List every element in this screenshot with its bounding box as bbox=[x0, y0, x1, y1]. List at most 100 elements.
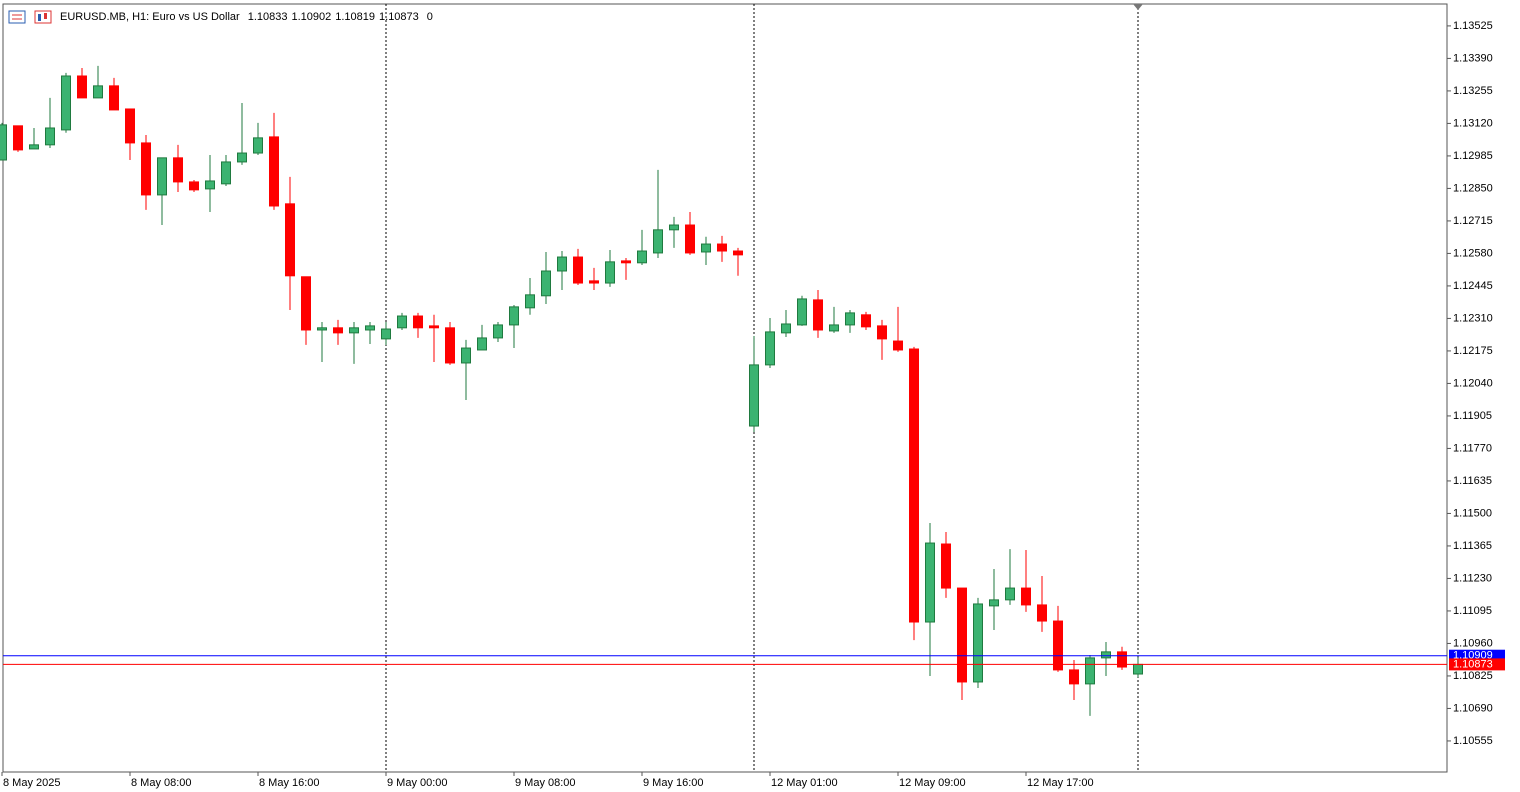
candle-body bbox=[1053, 620, 1063, 671]
candle-body bbox=[173, 157, 183, 183]
x-tick-label: 12 May 09:00 bbox=[899, 777, 966, 789]
y-tick-label: 1.12445 bbox=[1453, 280, 1493, 292]
y-tick-label: 1.11095 bbox=[1453, 605, 1492, 617]
candle-body bbox=[1005, 587, 1015, 601]
y-tick-label: 1.11230 bbox=[1453, 572, 1492, 584]
candle-body bbox=[269, 136, 279, 207]
candle-body bbox=[637, 250, 647, 264]
candle-body bbox=[221, 161, 231, 185]
price-label: 1.10873 bbox=[1453, 658, 1493, 670]
candle-body bbox=[829, 324, 839, 332]
candle-body bbox=[653, 229, 663, 254]
candle-body bbox=[189, 181, 199, 191]
candle-body bbox=[525, 294, 535, 309]
candle-body bbox=[285, 203, 295, 277]
candle-body bbox=[477, 337, 487, 351]
candle-body bbox=[157, 157, 167, 196]
header-icons bbox=[8, 10, 52, 24]
candle-body bbox=[797, 298, 807, 326]
candle-body bbox=[93, 85, 103, 99]
candle-body bbox=[45, 127, 55, 146]
candle-body bbox=[1133, 663, 1143, 675]
x-tick-label: 8 May 2025 bbox=[3, 777, 60, 789]
candle-body bbox=[957, 587, 967, 683]
candle-body bbox=[365, 325, 375, 331]
y-tick-label: 1.13255 bbox=[1453, 85, 1493, 97]
candle-body bbox=[125, 108, 135, 144]
candle-body bbox=[973, 603, 983, 683]
y-tick-label: 1.10555 bbox=[1453, 735, 1493, 747]
candle-body bbox=[557, 256, 567, 272]
candle-body bbox=[237, 152, 247, 163]
candle-body bbox=[109, 85, 119, 111]
header-open: 1.10833 bbox=[248, 11, 288, 23]
icon-bar bbox=[38, 14, 41, 21]
y-tick-label: 1.12040 bbox=[1453, 377, 1493, 389]
candle-body bbox=[141, 142, 151, 196]
icon-bar bbox=[44, 13, 47, 19]
candle-body bbox=[1117, 651, 1127, 668]
x-tick-label: 9 May 00:00 bbox=[387, 777, 448, 789]
x-tick-label: 8 May 16:00 bbox=[259, 777, 320, 789]
y-tick-label: 1.12310 bbox=[1453, 312, 1493, 324]
candle-body bbox=[349, 327, 359, 334]
candle-body bbox=[0, 124, 7, 161]
candle-body bbox=[717, 243, 727, 252]
candle-body bbox=[925, 542, 935, 623]
candle-body bbox=[685, 224, 695, 254]
header-low: 1.10819 bbox=[335, 11, 375, 23]
y-tick-label: 1.12175 bbox=[1453, 345, 1493, 357]
candle-body bbox=[13, 125, 23, 151]
price-label-box bbox=[1449, 658, 1505, 671]
candle-body bbox=[1085, 657, 1095, 685]
candle-body bbox=[445, 327, 455, 364]
shift-marker bbox=[1133, 4, 1143, 10]
y-tick-label: 1.10960 bbox=[1453, 637, 1493, 649]
candle-body bbox=[317, 327, 327, 331]
candle-body bbox=[861, 314, 871, 328]
candle-body bbox=[205, 180, 215, 190]
y-tick-label: 1.13390 bbox=[1453, 52, 1493, 64]
y-tick-label: 1.10690 bbox=[1453, 702, 1493, 714]
candle-body bbox=[493, 324, 503, 339]
candle-body bbox=[333, 327, 343, 334]
y-tick-label: 1.13120 bbox=[1453, 117, 1493, 129]
candle-body bbox=[749, 364, 759, 427]
candle-body bbox=[605, 261, 615, 284]
candle-body bbox=[541, 270, 551, 297]
y-tick-label: 1.11635 bbox=[1453, 475, 1492, 487]
y-tick-label: 1.12850 bbox=[1453, 182, 1493, 194]
candle-body bbox=[413, 315, 423, 329]
chart-title: EURUSD.MB, H1: Euro vs US Dollar bbox=[60, 11, 240, 23]
candle-body bbox=[845, 312, 855, 326]
y-tick-label: 1.12715 bbox=[1453, 215, 1493, 227]
y-tick-label: 1.11905 bbox=[1453, 410, 1492, 422]
candle-body bbox=[253, 137, 263, 154]
candle-body bbox=[29, 144, 39, 150]
y-tick-label: 1.12985 bbox=[1453, 150, 1493, 162]
candle-body bbox=[509, 306, 519, 326]
candle-body bbox=[1037, 604, 1047, 622]
candle-body bbox=[813, 299, 823, 331]
x-tick-label: 12 May 17:00 bbox=[1027, 777, 1094, 789]
icon-chart[interactable] bbox=[34, 10, 52, 24]
candle-body bbox=[989, 599, 999, 607]
candle-body bbox=[1021, 587, 1031, 606]
x-tick-label: 9 May 08:00 bbox=[515, 777, 576, 789]
icon-menu[interactable] bbox=[8, 10, 26, 24]
candle-body bbox=[909, 348, 919, 623]
candle-body bbox=[589, 280, 599, 284]
candle-body bbox=[765, 331, 775, 366]
candle-body bbox=[701, 243, 711, 253]
header-high: 1.10902 bbox=[291, 11, 331, 23]
candle-body bbox=[429, 325, 439, 329]
y-tick-label: 1.10825 bbox=[1453, 670, 1493, 682]
candle-body bbox=[733, 250, 743, 256]
candle-body bbox=[1101, 651, 1111, 659]
candle-body bbox=[301, 276, 311, 331]
y-tick-label: 1.11500 bbox=[1453, 507, 1492, 519]
candle-body bbox=[893, 340, 903, 351]
candle-body bbox=[669, 224, 679, 231]
candle-body bbox=[621, 260, 631, 264]
